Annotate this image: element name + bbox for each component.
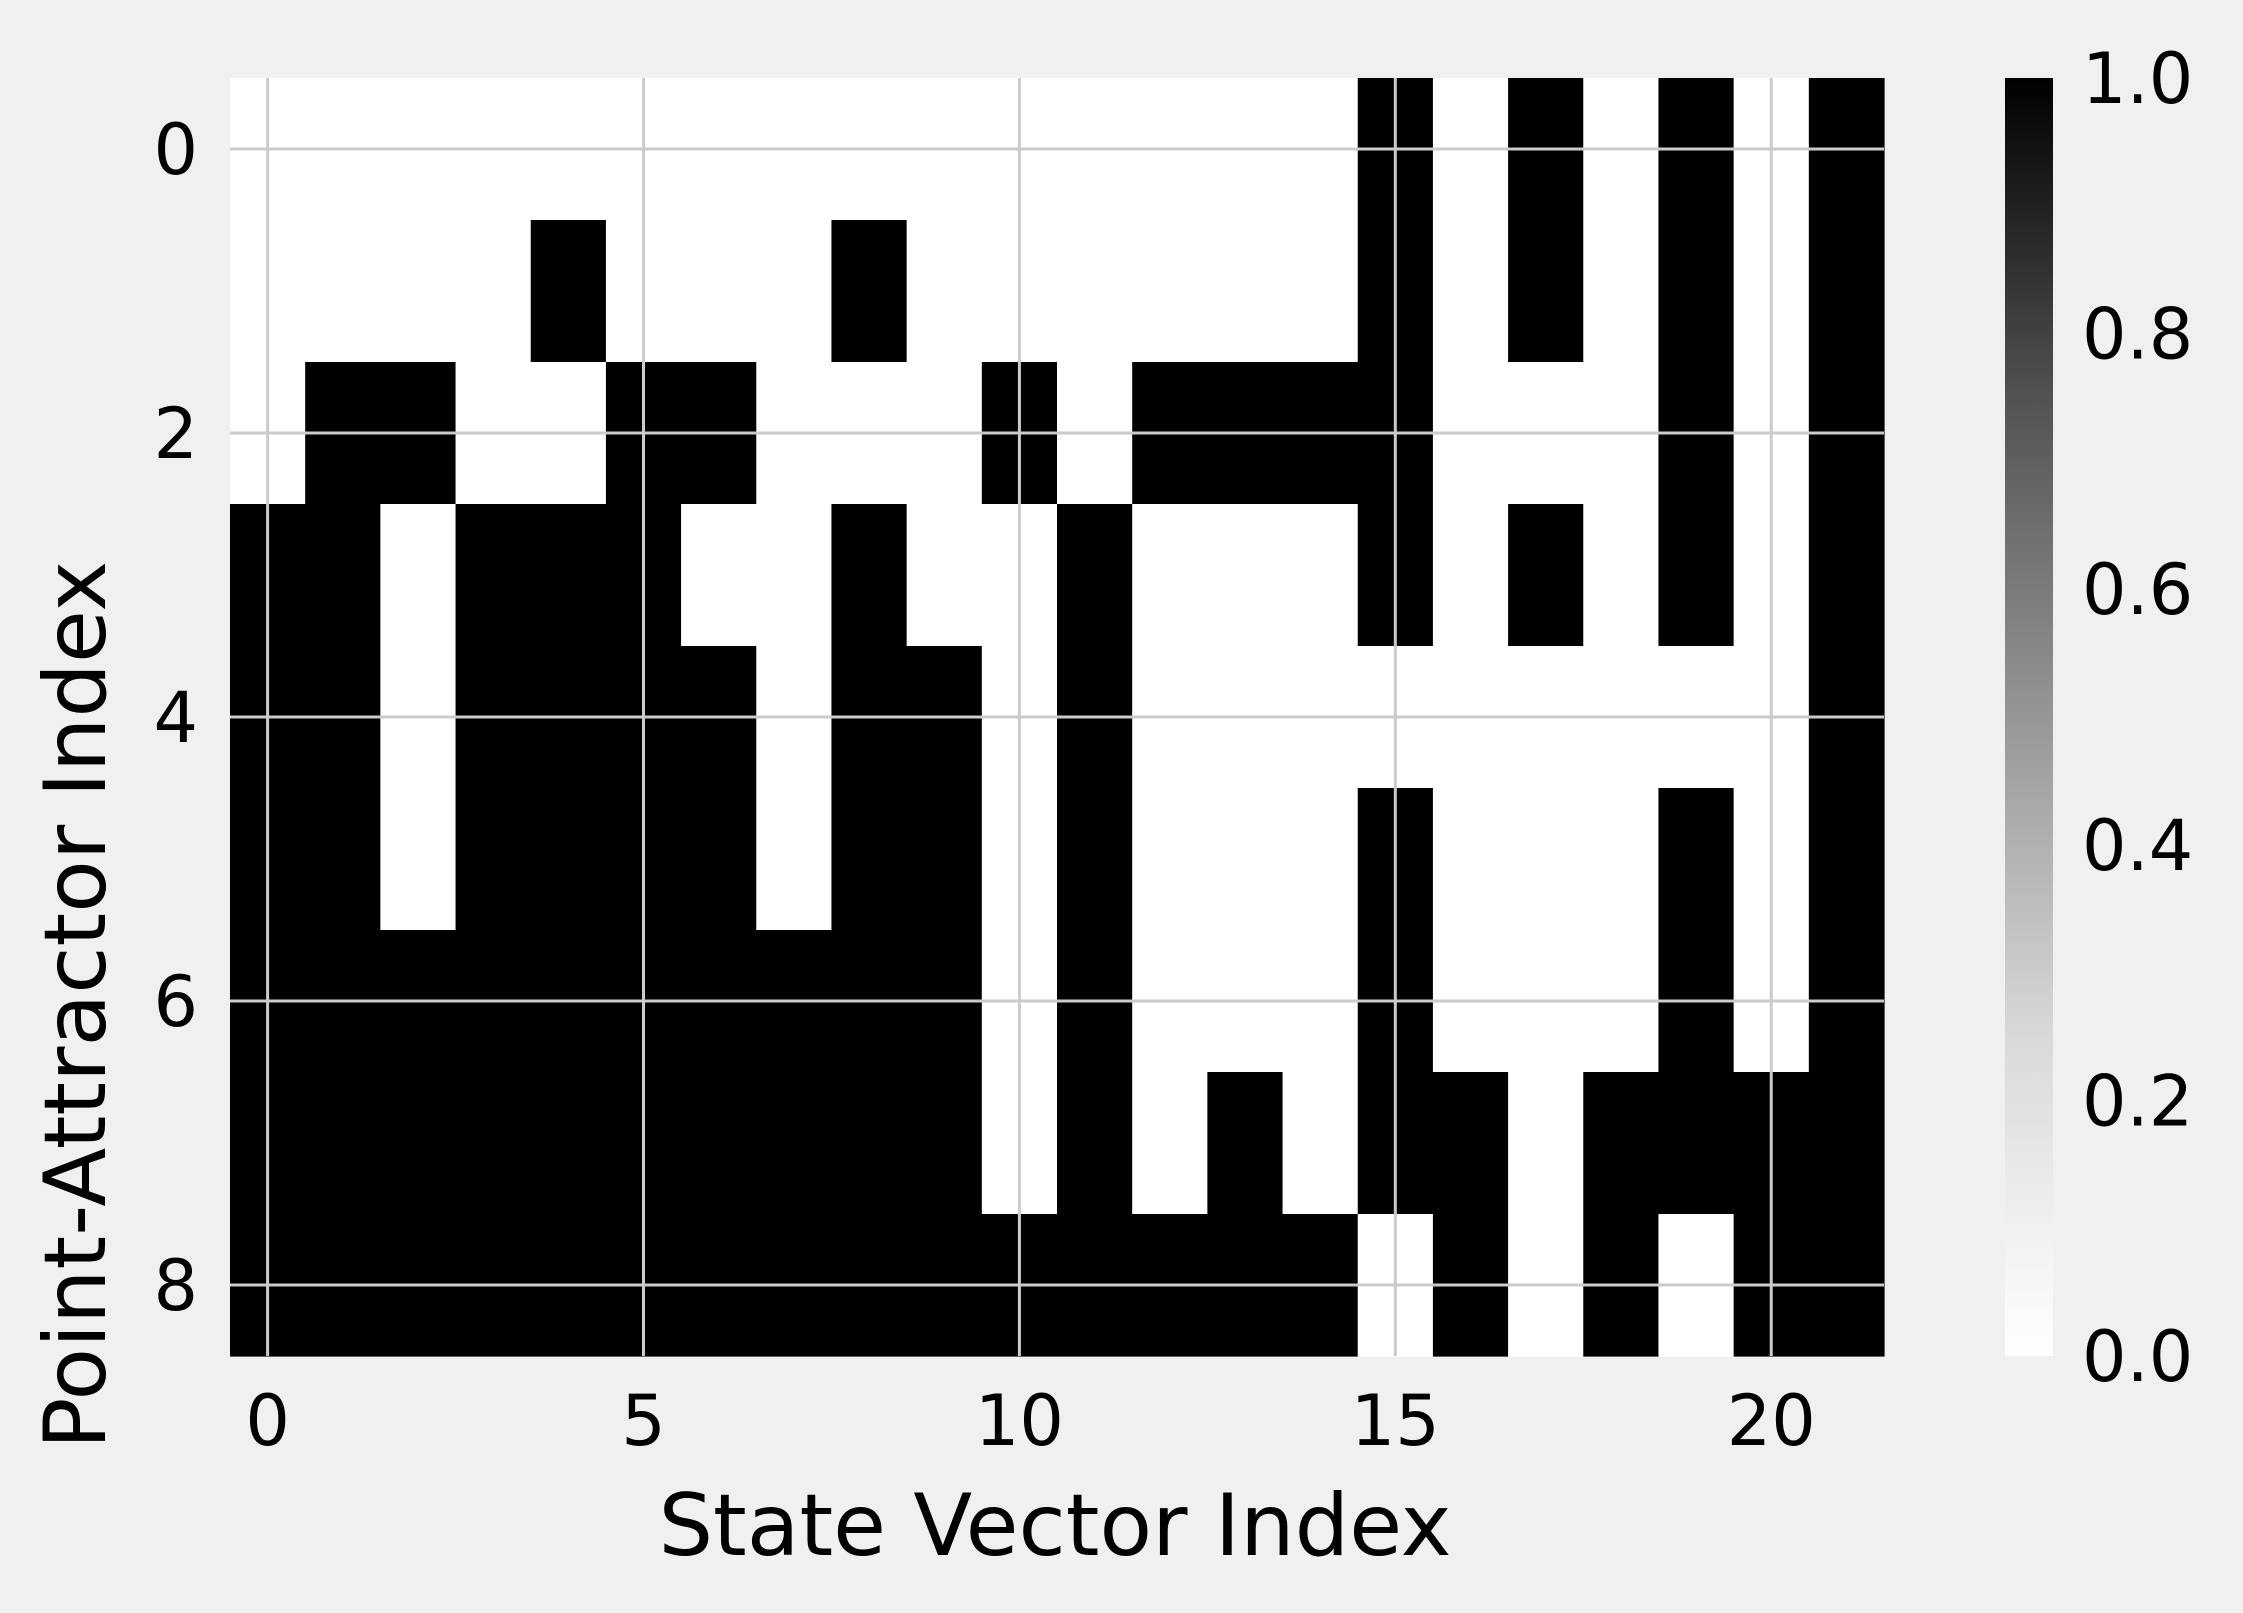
heatmap-cell <box>831 220 908 363</box>
heatmap-cell <box>1432 1072 1509 1215</box>
heatmap-cell <box>1583 220 1660 363</box>
heatmap-cell <box>906 1072 983 1215</box>
heatmap-cell <box>906 220 983 363</box>
heatmap-cell <box>1132 1072 1208 1215</box>
heatmap-cell <box>455 504 532 647</box>
heatmap-cell <box>1583 788 1660 931</box>
heatmap-cell <box>1583 1072 1660 1215</box>
heatmap-cell <box>756 504 833 647</box>
heatmap-cell <box>380 220 457 363</box>
heatmap-cell <box>530 1072 607 1215</box>
colorbar-tick-label: 1.0 <box>2082 38 2193 120</box>
heatmap-cell <box>1282 504 1359 647</box>
heatmap-cell <box>1282 788 1359 931</box>
heatmap-cell <box>1508 1072 1584 1215</box>
heatmap-cell <box>1583 504 1660 647</box>
grid-lines <box>230 78 1884 1356</box>
heatmap-cell <box>681 1072 757 1215</box>
heatmap-cell <box>756 1072 833 1215</box>
heatmap-cell <box>1808 788 1885 931</box>
heatmap-cell <box>1057 504 1133 647</box>
heatmap-cell <box>1808 1072 1885 1215</box>
x-tick-label: 0 <box>245 1380 290 1462</box>
heatmap-cell <box>1432 220 1509 363</box>
heatmap-cell <box>1508 788 1584 931</box>
y-tick-label: 6 <box>153 961 198 1043</box>
x-tick-label: 20 <box>1727 1380 1816 1462</box>
heatmap-cell <box>1658 1072 1735 1215</box>
y-axis-ticks: 0 2 4 6 8 <box>153 109 198 1327</box>
heatmap-cell <box>831 788 908 931</box>
colorbar-tick-label: 0.6 <box>2082 549 2193 631</box>
heatmap-cell <box>380 788 457 931</box>
heatmap-cell <box>1808 504 1885 647</box>
heatmap-cell <box>681 504 757 647</box>
heatmap-cell <box>681 220 757 363</box>
heatmap-cell <box>455 788 532 931</box>
heatmap-cell <box>756 788 833 931</box>
colorbar-tick-label: 0.4 <box>2082 805 2193 887</box>
heatmap-cell <box>756 220 833 363</box>
heatmap-cell <box>1132 788 1208 931</box>
heatmap-cell <box>380 1072 457 1215</box>
y-tick-label: 2 <box>153 393 198 475</box>
heatmap-cell <box>681 788 757 931</box>
colorbar <box>2005 78 2053 1356</box>
heatmap-cell <box>906 504 983 647</box>
heatmap-cell <box>455 1072 532 1215</box>
colorbar-tick-label: 0.8 <box>2082 294 2193 376</box>
heatmap-cell <box>305 220 381 363</box>
heatmap-cell <box>1057 220 1133 363</box>
heatmap-cell <box>1057 1072 1133 1215</box>
colorbar-ticks: 0.0 0.2 0.4 0.6 0.8 1.0 <box>2082 38 2193 1398</box>
heatmap-cell <box>530 504 607 647</box>
heatmap-cell <box>1282 1072 1359 1215</box>
heatmap-cell <box>1057 788 1133 931</box>
heatmap-cell <box>1432 788 1509 931</box>
heatmap-cell <box>305 1072 381 1215</box>
heatmap-cell <box>1132 504 1208 647</box>
x-axis-label: State Vector Index <box>658 1476 1451 1576</box>
x-tick-label: 5 <box>621 1380 666 1462</box>
y-tick-label: 8 <box>153 1245 198 1327</box>
y-tick-label: 0 <box>153 109 198 191</box>
heatmap-cell <box>1658 220 1735 363</box>
colorbar-tick-label: 0.2 <box>2082 1060 2193 1142</box>
y-tick-label: 4 <box>153 677 198 759</box>
heatmap-cell <box>380 504 457 647</box>
heatmap-cell <box>1808 220 1885 363</box>
x-tick-label: 15 <box>1351 1380 1440 1462</box>
heatmap-cell <box>831 504 908 647</box>
colorbar-tick-label: 0.0 <box>2082 1316 2193 1398</box>
heatmap-cell <box>1282 220 1359 363</box>
heatmap-cell <box>305 504 381 647</box>
y-axis-label: Point-Attractor Index <box>26 561 126 1450</box>
heatmap-cell <box>1658 788 1735 931</box>
heatmap-cell <box>1207 788 1284 931</box>
x-axis-ticks: 0 5 10 15 20 <box>245 1380 1815 1462</box>
heatmap-cell <box>530 220 607 363</box>
heatmap-cell <box>1508 220 1584 363</box>
heatmap-cell <box>1508 504 1584 647</box>
heatmap-cell <box>831 1072 908 1215</box>
heatmap-cell <box>1432 504 1509 647</box>
heatmap-cell <box>1207 1072 1284 1215</box>
heatmap-cell <box>1658 504 1735 647</box>
heatmap-cell <box>455 220 532 363</box>
heatmap-cell <box>1207 504 1284 647</box>
x-tick-label: 10 <box>975 1380 1064 1462</box>
heatmap-cell <box>305 788 381 931</box>
heatmap-cell <box>1207 220 1284 363</box>
heatmap-cell <box>530 788 607 931</box>
heatmap-cell <box>1132 220 1208 363</box>
heatmap-cell <box>906 788 983 931</box>
